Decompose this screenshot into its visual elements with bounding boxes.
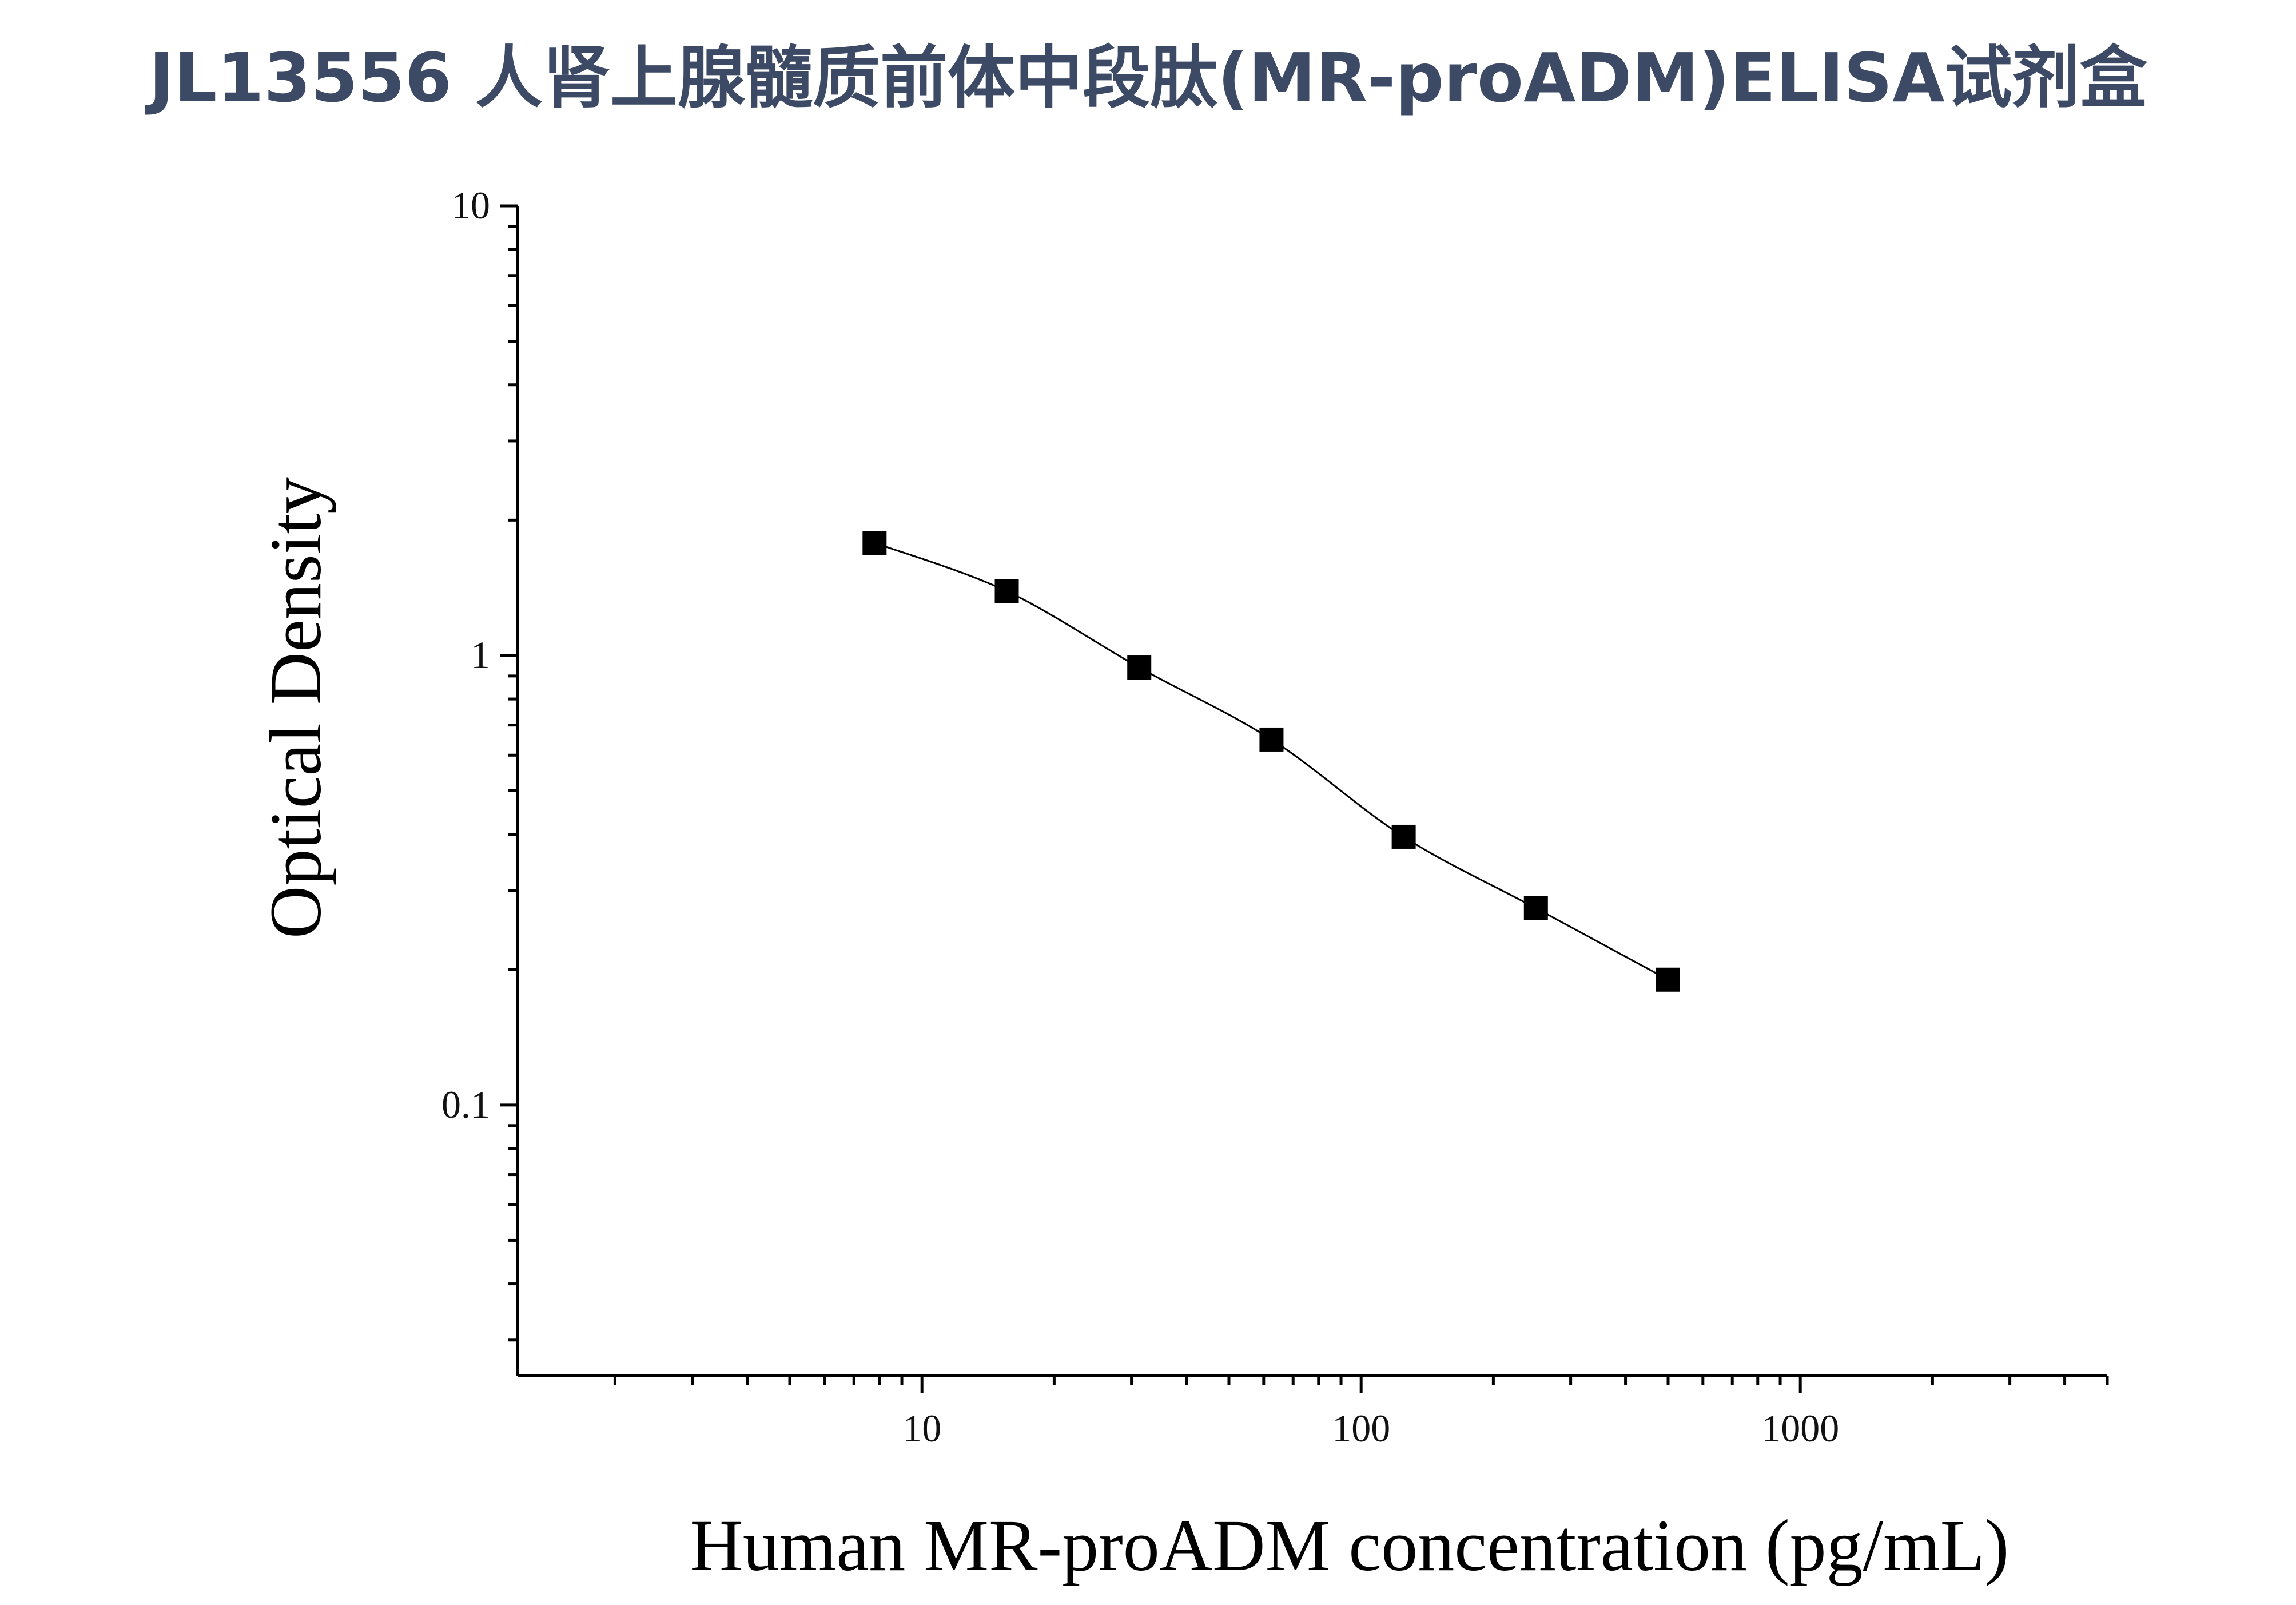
- x-axis-label: Human MR-proADM concentration (pg/mL): [690, 1505, 2009, 1586]
- data-point: [1523, 896, 1548, 920]
- data-point: [862, 531, 887, 555]
- chart-title: JL13556 人肾上腺髓质前体中段肽(MR-proADM)ELISA试剂盒: [149, 38, 2147, 117]
- y-tick-label: 0.1: [441, 1083, 490, 1126]
- data-point: [1656, 967, 1680, 992]
- y-tick-label: 1: [471, 633, 490, 677]
- data-points: [862, 531, 1680, 992]
- x-tick-label: 1000: [1761, 1407, 1839, 1450]
- fit-curve: [874, 542, 1669, 981]
- ticks: 0.1 1 10 10 100 1000: [441, 184, 2109, 1450]
- y-tick-label: 10: [451, 184, 490, 227]
- x-tick-label: 10: [902, 1407, 941, 1450]
- axes: [516, 206, 2107, 1377]
- data-point: [994, 579, 1019, 603]
- fit-curve-layer: [874, 542, 1669, 981]
- data-point: [1259, 727, 1284, 752]
- x-tick-label: 100: [1332, 1407, 1390, 1450]
- data-point: [1127, 655, 1152, 680]
- data-point: [1391, 824, 1416, 849]
- y-axis-label: Optical Density: [255, 477, 336, 939]
